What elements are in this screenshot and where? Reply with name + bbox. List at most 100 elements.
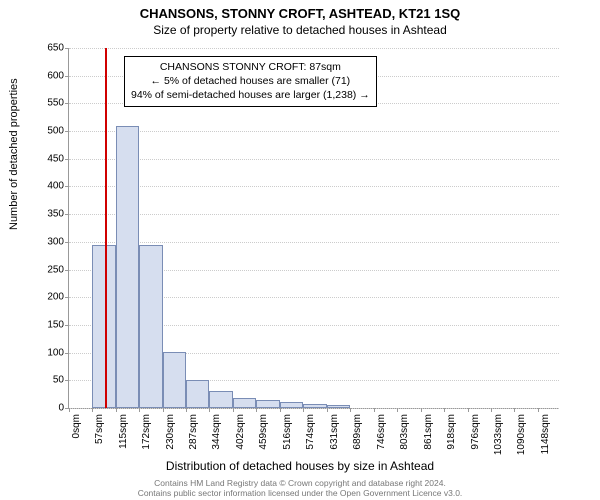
chart-container: CHANSONS, STONNY CROFT, ASHTEAD, KT21 1S… xyxy=(0,0,600,500)
callout-line: CHANSONS STONNY CROFT: 87sqm xyxy=(131,60,370,74)
y-tick-label: 100 xyxy=(34,347,64,358)
x-tick-label: 1033sqm xyxy=(493,414,504,455)
x-tick-mark xyxy=(421,408,422,412)
x-tick-mark xyxy=(303,408,304,412)
x-tick-label: 1148sqm xyxy=(540,414,551,454)
x-tick-label: 402sqm xyxy=(235,414,246,450)
gridline xyxy=(69,159,559,160)
x-tick-label: 516sqm xyxy=(282,414,293,450)
histogram-bar xyxy=(163,352,186,408)
y-tick-mark xyxy=(65,380,69,381)
gridline xyxy=(69,131,559,132)
x-tick-label: 918sqm xyxy=(446,414,457,450)
x-tick-label: 0sqm xyxy=(71,414,82,438)
y-tick-mark xyxy=(65,48,69,49)
histogram-bar xyxy=(280,402,304,408)
histogram-bar xyxy=(256,400,279,408)
x-tick-mark xyxy=(186,408,187,412)
footer-line-1: Contains HM Land Registry data © Crown c… xyxy=(0,478,600,488)
x-tick-label: 287sqm xyxy=(188,414,199,450)
x-tick-mark xyxy=(350,408,351,412)
x-tick-mark xyxy=(256,408,257,412)
y-tick-mark xyxy=(65,103,69,104)
callout-line: 94% of semi-detached houses are larger (… xyxy=(131,88,370,102)
y-tick-label: 50 xyxy=(34,375,64,386)
histogram-bar xyxy=(327,405,351,408)
x-tick-mark xyxy=(163,408,164,412)
histogram-bar xyxy=(139,245,163,408)
y-tick-mark xyxy=(65,242,69,243)
x-tick-mark xyxy=(327,408,328,412)
x-tick-label: 344sqm xyxy=(211,414,222,450)
chart-title: CHANSONS, STONNY CROFT, ASHTEAD, KT21 1S… xyxy=(0,0,600,21)
x-tick-mark xyxy=(116,408,117,412)
gridline xyxy=(69,186,559,187)
y-tick-mark xyxy=(65,325,69,326)
x-tick-label: 803sqm xyxy=(399,414,410,450)
plot-area: CHANSONS STONNY CROFT: 87sqm← 5% of deta… xyxy=(68,48,559,409)
x-tick-label: 746sqm xyxy=(376,414,387,450)
x-tick-label: 631sqm xyxy=(329,414,340,450)
property-marker-line xyxy=(105,48,107,408)
y-tick-label: 0 xyxy=(34,403,64,414)
y-tick-mark xyxy=(65,186,69,187)
x-tick-mark xyxy=(491,408,492,412)
callout-box: CHANSONS STONNY CROFT: 87sqm← 5% of deta… xyxy=(124,56,377,107)
histogram-bar xyxy=(233,398,256,408)
x-tick-mark xyxy=(374,408,375,412)
x-tick-label: 1090sqm xyxy=(516,414,527,455)
x-tick-mark xyxy=(233,408,234,412)
y-tick-label: 200 xyxy=(34,292,64,303)
x-tick-label: 459sqm xyxy=(258,414,269,450)
x-tick-label: 230sqm xyxy=(165,414,176,450)
x-tick-mark xyxy=(92,408,93,412)
chart-subtitle: Size of property relative to detached ho… xyxy=(0,21,600,37)
x-tick-label: 115sqm xyxy=(118,414,129,449)
x-tick-mark xyxy=(69,408,70,412)
gridline xyxy=(69,214,559,215)
gridline xyxy=(69,242,559,243)
callout-line: ← 5% of detached houses are smaller (71) xyxy=(131,74,370,88)
x-tick-mark xyxy=(209,408,210,412)
y-tick-label: 550 xyxy=(34,98,64,109)
y-tick-mark xyxy=(65,214,69,215)
gridline xyxy=(69,408,559,409)
y-tick-label: 600 xyxy=(34,70,64,81)
y-tick-label: 450 xyxy=(34,153,64,164)
x-tick-label: 861sqm xyxy=(423,414,434,450)
x-tick-label: 976sqm xyxy=(470,414,481,450)
x-tick-mark xyxy=(538,408,539,412)
histogram-bar xyxy=(303,404,326,408)
y-tick-mark xyxy=(65,159,69,160)
histogram-bar xyxy=(209,391,233,408)
histogram-bar xyxy=(116,126,139,408)
x-tick-mark xyxy=(468,408,469,412)
y-tick-label: 500 xyxy=(34,126,64,137)
y-axis-label: Number of detached properties xyxy=(8,78,20,230)
y-tick-mark xyxy=(65,270,69,271)
y-tick-label: 350 xyxy=(34,209,64,220)
x-tick-mark xyxy=(139,408,140,412)
gridline xyxy=(69,48,559,49)
x-tick-mark xyxy=(514,408,515,412)
histogram-bar xyxy=(186,380,209,408)
y-tick-mark xyxy=(65,131,69,132)
y-tick-label: 250 xyxy=(34,264,64,275)
y-tick-mark xyxy=(65,297,69,298)
x-tick-label: 574sqm xyxy=(305,414,316,450)
x-tick-label: 172sqm xyxy=(141,414,152,450)
footer: Contains HM Land Registry data © Crown c… xyxy=(0,478,600,498)
y-tick-label: 400 xyxy=(34,181,64,192)
x-tick-mark xyxy=(444,408,445,412)
footer-line-2: Contains public sector information licen… xyxy=(0,488,600,498)
y-tick-label: 300 xyxy=(34,236,64,247)
x-tick-mark xyxy=(397,408,398,412)
x-tick-mark xyxy=(280,408,281,412)
y-tick-label: 150 xyxy=(34,319,64,330)
x-tick-label: 689sqm xyxy=(352,414,363,450)
y-tick-label: 650 xyxy=(34,43,64,54)
y-tick-mark xyxy=(65,353,69,354)
x-tick-label: 57sqm xyxy=(94,414,105,444)
x-axis-label: Distribution of detached houses by size … xyxy=(0,459,600,473)
y-tick-mark xyxy=(65,76,69,77)
